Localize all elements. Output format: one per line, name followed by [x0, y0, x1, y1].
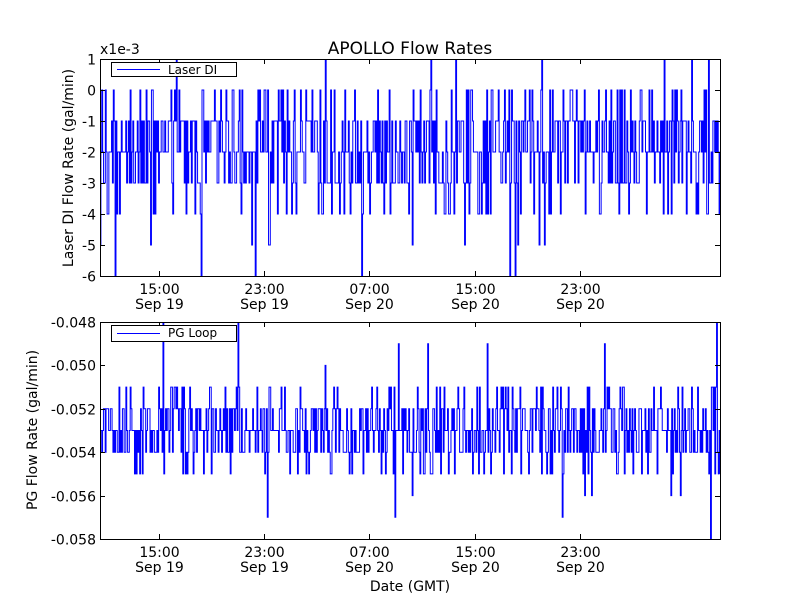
- x-tick-label-date: Sep 19: [135, 297, 184, 313]
- x-tick-label-date: Sep 20: [556, 297, 605, 313]
- series-line: [100, 322, 720, 539]
- laser-di-y-axis-label: Laser DI Flow Rate (gal/min): [61, 69, 77, 267]
- pg-loop-legend-label: PG Loop: [168, 326, 217, 340]
- y-tick-label: -0.058: [51, 533, 96, 549]
- x-tick-label-time: 23:00: [560, 282, 600, 298]
- x-tick-label-date: Sep 19: [240, 560, 289, 576]
- laser-di-legend: Laser DI: [111, 62, 237, 77]
- y-tick-label: -0.048: [51, 316, 96, 332]
- pg-loop-axes-frame: [100, 322, 721, 540]
- y-tick-label: -4: [82, 208, 96, 224]
- y-tick-label: -0.054: [51, 446, 96, 462]
- laser-di-legend-label: Laser DI: [168, 63, 217, 77]
- x-tick-label-date: Sep 20: [345, 560, 394, 576]
- laser-di-y-ticks: 1 0 -1 -2 -3 -4 -5 -6: [82, 53, 720, 286]
- x-tick-label-date: Sep 20: [556, 560, 605, 576]
- laser-di-series-line: [100, 59, 720, 276]
- laser-di-axes-frame: [100, 59, 721, 277]
- y-tick-label: -1: [82, 115, 96, 131]
- x-tick-label-date: Sep 19: [135, 560, 184, 576]
- x-tick-label-time: 15:00: [139, 282, 179, 298]
- x-tick-label-date: Sep 19: [240, 297, 289, 313]
- y-tick-label: -0.050: [51, 359, 96, 375]
- x-tick-label-time: 15:00: [455, 282, 495, 298]
- x-tick-label-time: 07:00: [349, 545, 389, 561]
- laser-di-offset-label: x1e-3: [100, 42, 140, 58]
- x-tick-label-time: 23:00: [560, 545, 600, 561]
- y-tick-label: -6: [82, 270, 96, 286]
- x-tick-label-time: 15:00: [455, 545, 495, 561]
- pg-loop-legend-box: [111, 325, 237, 342]
- x-tick-label-time: 23:00: [244, 282, 284, 298]
- x-tick-label-date: Sep 20: [451, 297, 500, 313]
- x-tick-label-time: 23:00: [244, 545, 284, 561]
- pg-loop-series-line: [100, 322, 720, 539]
- y-tick-label: 0: [87, 84, 96, 100]
- y-tick-label: -0.052: [51, 403, 96, 419]
- pg-loop-y-axis-label: PG Flow Rate (gal/min): [25, 350, 41, 510]
- x-tick-label-time: 07:00: [349, 282, 389, 298]
- pg-loop-y-ticks: -0.048 -0.050 -0.052 -0.054 -0.056 -0.058: [51, 316, 720, 549]
- laser-di-legend-box: [111, 62, 237, 77]
- y-tick-label: -3: [82, 177, 96, 193]
- y-tick-label: -0.056: [51, 490, 96, 506]
- y-tick-label: -2: [82, 146, 96, 162]
- x-tick-label-time: 15:00: [139, 545, 179, 561]
- series-line: [100, 59, 720, 276]
- pg-loop-legend: PG Loop: [111, 325, 237, 342]
- y-tick-label: 1: [87, 53, 96, 69]
- pg-loop-panel: -0.048 -0.050 -0.052 -0.054 -0.056 -0.058 15:…: [25, 316, 721, 576]
- y-tick-label: -5: [82, 239, 96, 255]
- x-tick-label-date: Sep 20: [451, 560, 500, 576]
- x-tick-label-date: Sep 20: [345, 297, 394, 313]
- x-axis-label: Date (GMT): [370, 579, 450, 595]
- figure-title: APOLLO Flow Rates: [328, 39, 493, 59]
